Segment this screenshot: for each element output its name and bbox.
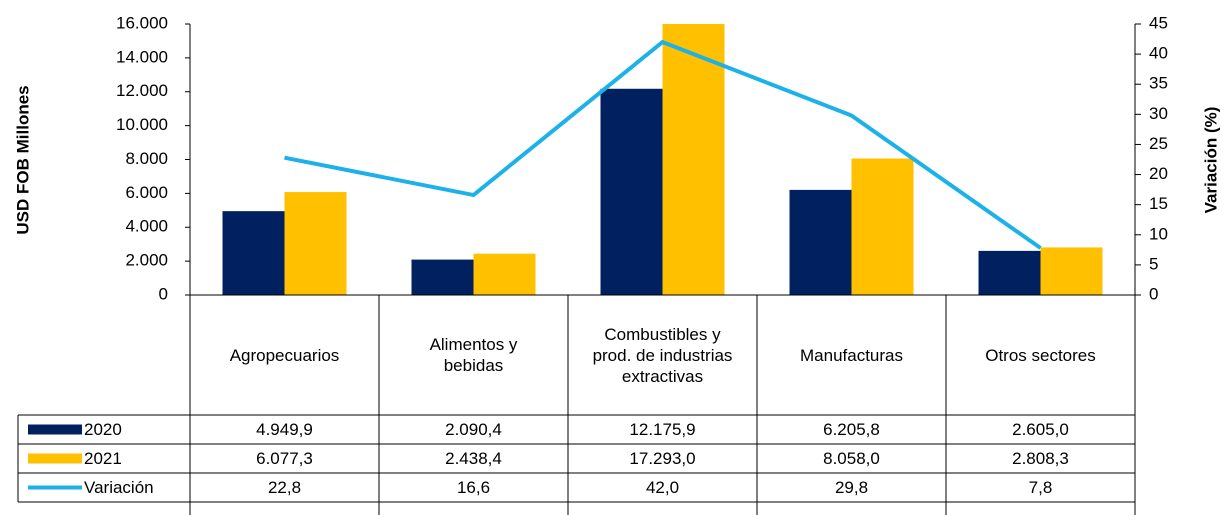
table-value: 7,8 xyxy=(1028,478,1053,497)
legend-label: 2021 xyxy=(84,449,122,468)
table-value: 2.605,0 xyxy=(1012,420,1069,439)
table-value: 4.949,9 xyxy=(256,420,313,439)
y-tick-label: 0 xyxy=(159,284,168,303)
bar xyxy=(411,259,474,295)
y-tick-label: 14.000 xyxy=(116,47,168,66)
table-value: 16,6 xyxy=(456,478,491,497)
y2-tick-label: 0 xyxy=(1149,284,1158,303)
y-axis-label: USD FOB Millones xyxy=(13,85,32,234)
legend-key xyxy=(28,424,82,435)
table-value: 22,8 xyxy=(267,478,302,497)
y-tick-label: 8.000 xyxy=(125,149,168,168)
legend-label: Variación xyxy=(84,478,154,497)
bar xyxy=(473,253,536,295)
y2-tick-label: 5 xyxy=(1149,254,1158,273)
y-tick-label: 10.000 xyxy=(116,115,168,134)
y-tick-label: 12.000 xyxy=(116,81,168,100)
table-value: 2.808,3 xyxy=(1012,449,1069,468)
bar xyxy=(851,158,914,295)
y2-tick-label: 35 xyxy=(1149,74,1168,93)
y2-tick-label: 20 xyxy=(1149,164,1168,183)
y2-tick-label: 30 xyxy=(1149,104,1168,123)
y2-tick-label: 25 xyxy=(1149,134,1168,153)
y2-tick-label: 10 xyxy=(1149,224,1168,243)
category-label: Alimentos y bebidas xyxy=(429,335,518,375)
y2-axis-label: Variación (%) xyxy=(1201,107,1220,214)
bar xyxy=(1040,247,1103,295)
y-tick-label: 2.000 xyxy=(125,251,168,270)
table-value: 12.175,9 xyxy=(629,420,696,439)
line-series xyxy=(284,39,1042,250)
table-value: 2.438,4 xyxy=(445,449,502,468)
y-tick-label: 4.000 xyxy=(125,217,168,236)
bar xyxy=(222,211,285,295)
table-value: 6.077,3 xyxy=(256,449,313,468)
bar xyxy=(789,189,852,295)
legend-key xyxy=(28,453,82,464)
bar xyxy=(662,24,725,295)
y-tick-label: 16.000 xyxy=(116,13,168,32)
category-label: Agropecuarios xyxy=(229,345,340,365)
table-value: 2.090,4 xyxy=(445,420,502,439)
table-value: 8.058,0 xyxy=(823,449,880,468)
y-tick-label: 6.000 xyxy=(125,183,168,202)
table-value: 42,0 xyxy=(645,478,680,497)
category-label: Otros sectores xyxy=(985,345,1096,365)
y2-tick-label: 15 xyxy=(1149,194,1168,213)
category-label: Combustibles y prod. de industrias extra… xyxy=(592,324,733,386)
bar xyxy=(978,250,1041,295)
table-value: 17.293,0 xyxy=(629,449,696,468)
table-value: 6.205,8 xyxy=(823,420,880,439)
legend-label: 2020 xyxy=(84,420,122,439)
category-label: Manufacturas xyxy=(800,345,903,365)
plot-area xyxy=(222,24,1103,295)
bar xyxy=(600,88,663,295)
y2-tick-label: 40 xyxy=(1149,44,1168,63)
bar xyxy=(284,192,347,295)
table-value: 29,8 xyxy=(834,478,869,497)
y2-tick-label: 45 xyxy=(1149,13,1168,32)
